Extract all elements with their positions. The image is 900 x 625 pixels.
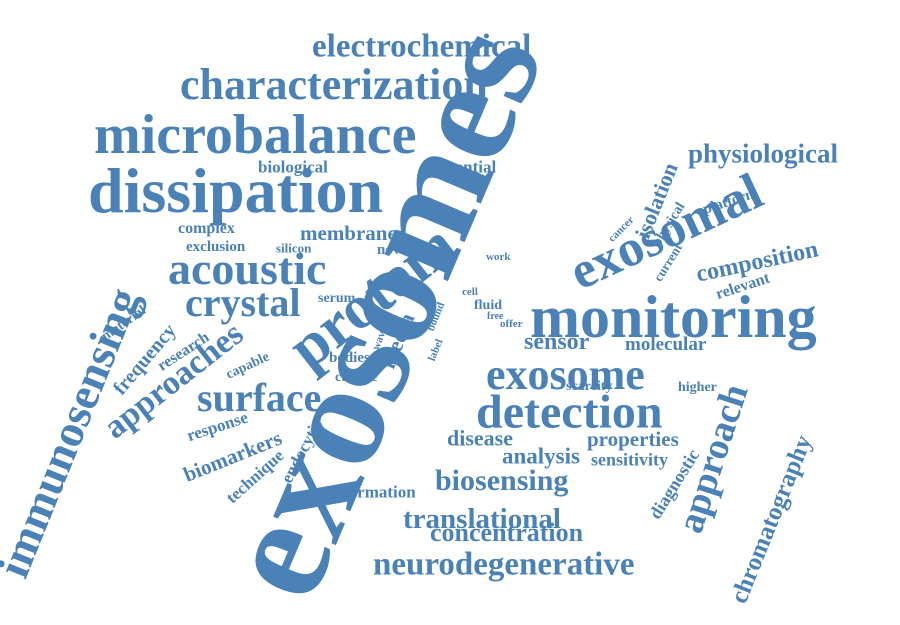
word-crystal: crystal	[185, 280, 301, 325]
word-analysis: analysis	[502, 443, 580, 469]
word-sensor: sensor	[524, 328, 590, 355]
word-chromatography: chromatography	[725, 431, 818, 608]
word-surface: surface	[197, 375, 322, 420]
word-biosensing: biosensing	[435, 464, 569, 497]
word-microbalance: microbalance	[94, 104, 417, 167]
word-scarcity: scarcity	[566, 378, 613, 394]
word-monitoring: monitoring	[530, 284, 817, 350]
word-fluid: fluid	[474, 297, 503, 313]
word-electrochemical: electrochemical	[312, 28, 532, 65]
word-disease: disease	[447, 425, 513, 451]
word-acoustic: acoustic	[168, 243, 327, 295]
word-concentration: concentration	[430, 518, 584, 548]
word-bodies: bodies	[329, 350, 370, 366]
word-detection: detection	[476, 385, 663, 439]
word-biological: biological	[258, 157, 328, 177]
word-exclusion: exclusion	[186, 239, 246, 255]
word-characterization: characterization	[180, 59, 488, 109]
word-formation: formation	[343, 482, 416, 502]
word-dissipation: dissipation	[88, 154, 384, 226]
word-physiological: physiological	[688, 138, 839, 169]
word-properties: properties	[587, 427, 679, 452]
word-cell: cell	[462, 286, 478, 299]
word-higher: higher	[678, 379, 717, 395]
word-sensitivity: sensitivity	[591, 449, 669, 470]
word-offer: offer	[500, 318, 523, 331]
word-free: free	[487, 311, 504, 322]
word-exosome: exosome	[486, 349, 645, 399]
word-translational: translational	[403, 502, 561, 535]
word-complex: complex	[178, 220, 235, 238]
word-potential: potential	[432, 157, 497, 177]
word-serum: serum	[318, 290, 356, 306]
word-molecular: molecular	[625, 333, 707, 355]
word-culture: culture	[335, 369, 378, 385]
word-work: work	[486, 251, 511, 264]
word-novel: novel	[377, 242, 412, 258]
word-silicon: silicon	[276, 240, 312, 256]
word-membrane: membrane	[300, 221, 397, 246]
word-neurodegenerative: neurodegenerative	[373, 546, 635, 583]
